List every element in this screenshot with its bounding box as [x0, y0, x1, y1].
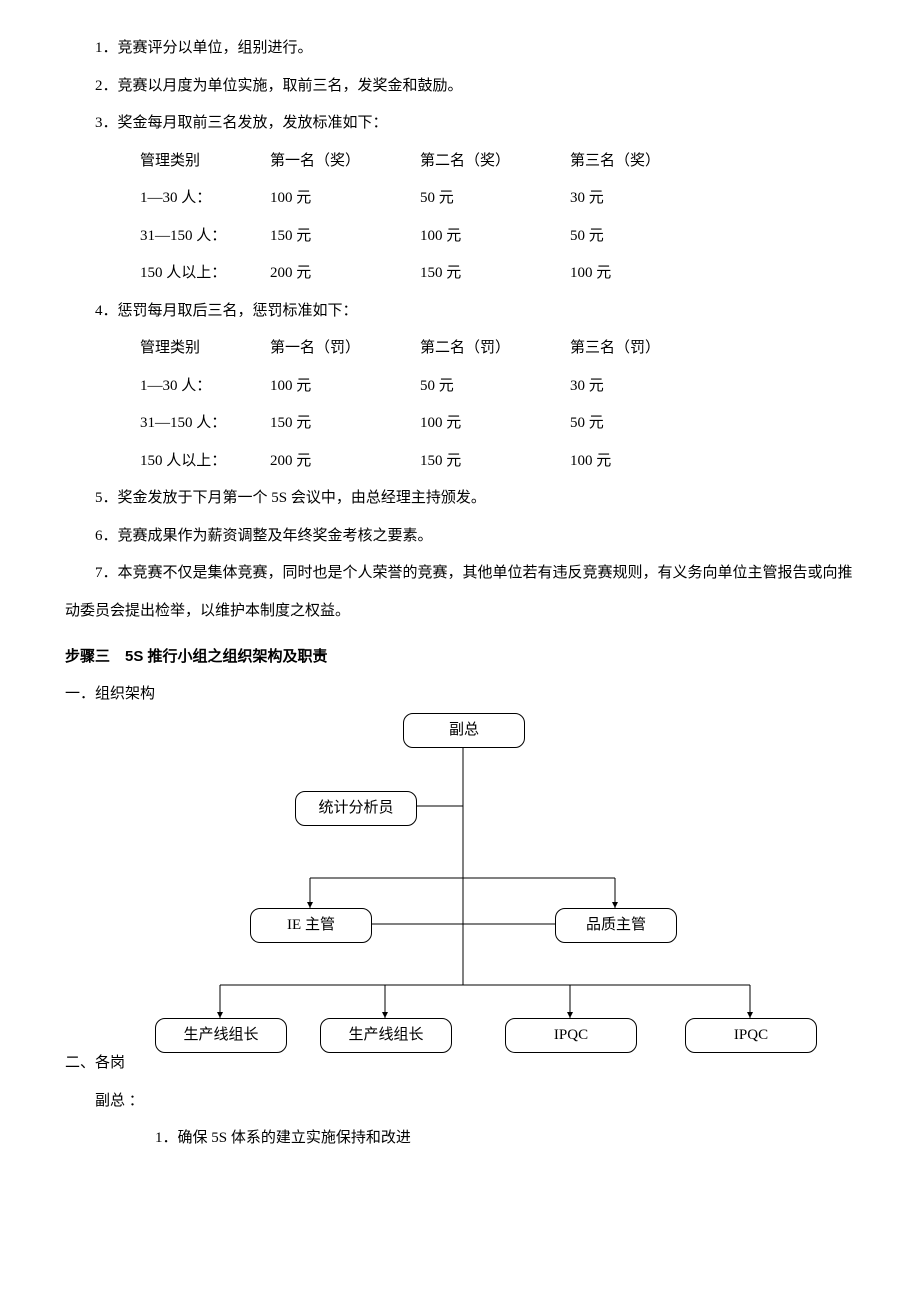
list-item-4: 4．惩罚每月取后三名，惩罚标准如下： — [65, 293, 855, 331]
th: 第二名（奖） — [420, 143, 570, 181]
list-item-2: 2．竞赛以月度为单位实施，取前三名，发奖金和鼓励。 — [65, 68, 855, 106]
td: 50 元 — [570, 405, 690, 443]
role-vp-item-1: 1．确保 5S 体系的建立实施保持和改进 — [65, 1120, 855, 1158]
list-item-3: 3．奖金每月取前三名发放，发放标准如下： — [65, 105, 855, 143]
td: 200 元 — [270, 255, 420, 293]
list-item-1: 1．竞赛评分以单位，组别进行。 — [65, 30, 855, 68]
org-node-vp: 副总 — [403, 713, 525, 748]
td: 100 元 — [570, 443, 690, 481]
org-node-ie: IE 主管 — [250, 908, 372, 943]
org-node-qc: 品质主管 — [555, 908, 677, 943]
th: 管理类别 — [140, 143, 270, 181]
org-node-ipqc1: IPQC — [505, 1018, 637, 1053]
td: 100 元 — [570, 255, 690, 293]
td: 31—150 人： — [140, 218, 270, 256]
td: 100 元 — [420, 218, 570, 256]
td: 100 元 — [270, 368, 420, 406]
td: 150 元 — [420, 255, 570, 293]
td: 30 元 — [570, 180, 690, 218]
td: 200 元 — [270, 443, 420, 481]
list-item-5: 5．奖金发放于下月第一个 5S 会议中，由总经理主持颁发。 — [65, 480, 855, 518]
th: 第一名（奖） — [270, 143, 420, 181]
td: 150 元 — [270, 218, 420, 256]
th: 管理类别 — [140, 330, 270, 368]
th: 第三名（奖） — [570, 143, 690, 181]
td: 150 元 — [270, 405, 420, 443]
td: 100 元 — [420, 405, 570, 443]
org-node-pl2: 生产线组长 — [320, 1018, 452, 1053]
td: 100 元 — [270, 180, 420, 218]
reward-row: 150 人以上： 200 元 150 元 100 元 — [65, 255, 855, 293]
org-node-pl1: 生产线组长 — [155, 1018, 287, 1053]
td: 150 人以上： — [140, 255, 270, 293]
penalty-row: 31—150 人： 150 元 100 元 50 元 — [65, 405, 855, 443]
penalty-row: 150 人以上： 200 元 150 元 100 元 — [65, 443, 855, 481]
td: 150 人以上： — [140, 443, 270, 481]
td: 1—30 人： — [140, 180, 270, 218]
td: 150 元 — [420, 443, 570, 481]
td: 50 元 — [570, 218, 690, 256]
reward-row: 31—150 人： 150 元 100 元 50 元 — [65, 218, 855, 256]
td: 1—30 人： — [140, 368, 270, 406]
reward-row: 1—30 人： 100 元 50 元 30 元 — [65, 180, 855, 218]
list-item-7: 7．本竞赛不仅是集体竞赛，同时也是个人荣誉的竞赛，其他单位若有违反竞赛规则，有义… — [65, 555, 855, 630]
th: 第一名（罚） — [270, 330, 420, 368]
section1-heading: 一．组织架构 — [65, 676, 855, 714]
penalty-header: 管理类别 第一名（罚） 第二名（罚） 第三名（罚） — [65, 330, 855, 368]
step3-heading: 步骤三 5S 推行小组之组织架构及职责 — [65, 638, 855, 676]
th: 第二名（罚） — [420, 330, 570, 368]
td: 30 元 — [570, 368, 690, 406]
org-node-analyst: 统计分析员 — [295, 791, 417, 826]
td: 50 元 — [420, 368, 570, 406]
org-node-ipqc2: IPQC — [685, 1018, 817, 1053]
th: 第三名（罚） — [570, 330, 690, 368]
td: 31—150 人： — [140, 405, 270, 443]
list-item-6: 6．竞赛成果作为薪资调整及年终奖金考核之要素。 — [65, 518, 855, 556]
reward-header: 管理类别 第一名（奖） 第二名（奖） 第三名（奖） — [65, 143, 855, 181]
org-chart: 副总统计分析员 IE 主管 品质主管生产线组长生产线组长 IPQC IPQC — [65, 713, 855, 1093]
penalty-row: 1—30 人： 100 元 50 元 30 元 — [65, 368, 855, 406]
td: 50 元 — [420, 180, 570, 218]
